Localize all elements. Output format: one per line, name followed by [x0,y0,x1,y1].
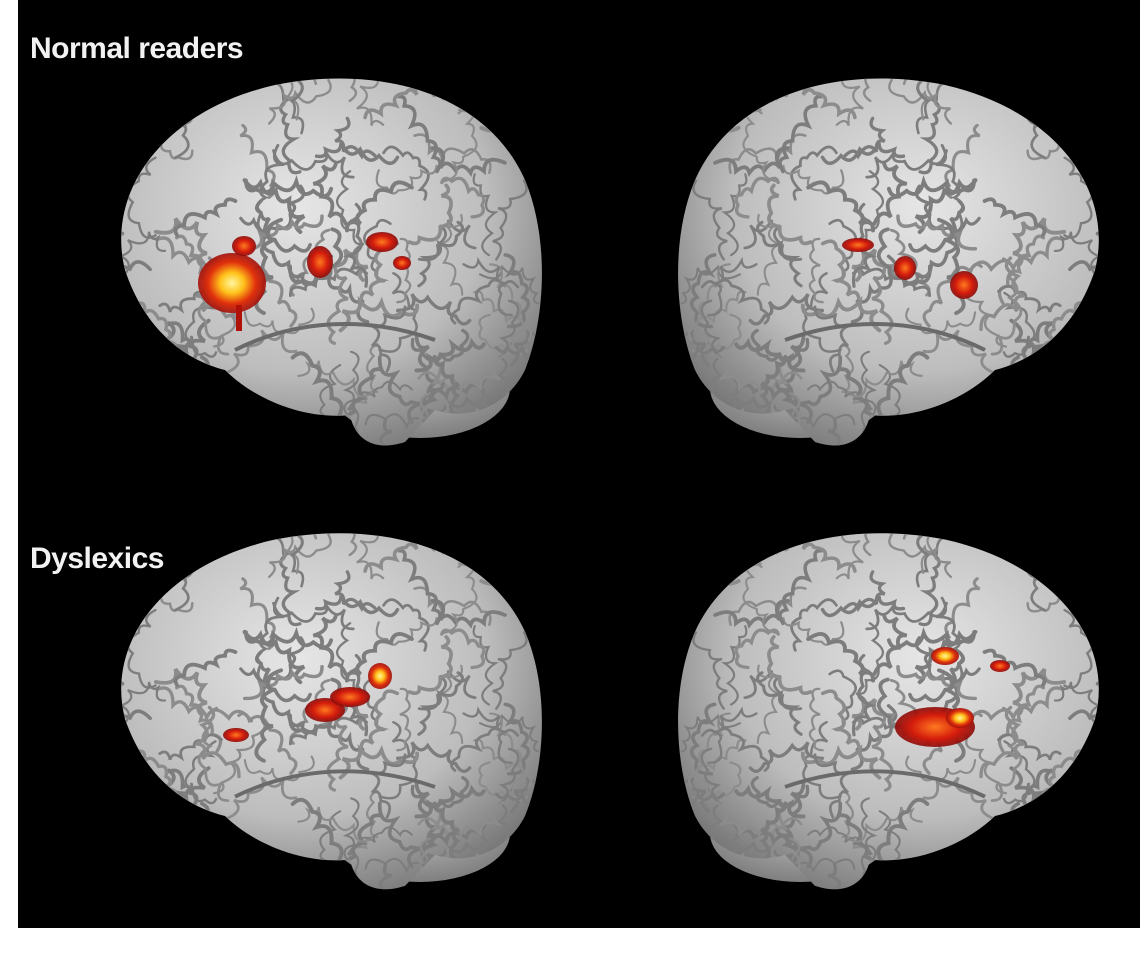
page: Normal readers Dyslexics (() => { const … [0,0,1140,953]
figure: Normal readers Dyslexics [0,0,1140,953]
group-label: Normal readers [30,32,243,65]
group-label: Dyslexics [30,542,164,575]
